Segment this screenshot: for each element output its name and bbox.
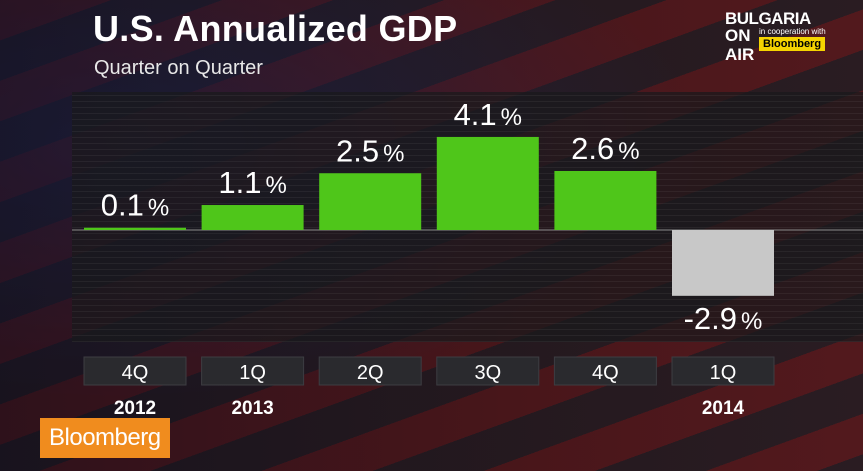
logo-partner: Bloomberg — [759, 37, 826, 51]
tick-label-2: 2Q — [357, 362, 384, 384]
tick-label-5: 1Q — [710, 362, 737, 384]
page-title: U.S. Annualized GDP — [93, 8, 458, 49]
category-box-3 — [436, 356, 540, 386]
category-box-2 — [318, 356, 422, 386]
category-box-4 — [553, 356, 657, 386]
bar-2 — [319, 173, 422, 230]
bar-4 — [554, 170, 657, 230]
year-label-1: 2013 — [231, 398, 273, 419]
bar-1 — [201, 205, 304, 230]
data-label-1: 1.1% — [218, 165, 286, 200]
logo-cooperation: in cooperation with — [759, 27, 826, 36]
year-label-0: 2012 — [114, 398, 156, 419]
category-box-1 — [201, 356, 305, 386]
logo-line3: AIR — [725, 45, 755, 64]
bulgaria-on-air-logo: BULGARIA ON AIR in cooperation with Bloo… — [725, 10, 845, 65]
bloomberg-tag: Bloomberg — [40, 418, 170, 458]
logo-line1: BULGARIA — [725, 9, 811, 28]
tick-label-0: 4Q — [122, 362, 149, 384]
page-subtitle: Quarter on Quarter — [94, 57, 263, 79]
category-box-5 — [671, 356, 775, 386]
data-label-4: 2.6% — [571, 131, 639, 166]
tick-label-4: 4Q — [592, 362, 619, 384]
data-label-2: 2.5% — [336, 133, 404, 168]
bar-3 — [436, 136, 539, 230]
bar-5 — [672, 230, 774, 296]
data-label-5: -2.9% — [684, 301, 763, 336]
year-label-5: 2014 — [702, 398, 745, 419]
tick-label-3: 3Q — [474, 362, 501, 384]
tick-label-1: 1Q — [239, 362, 266, 384]
logo-line2: ON — [725, 26, 751, 45]
data-label-3: 4.1% — [454, 97, 522, 132]
bar-0 — [84, 227, 186, 230]
category-box-0 — [83, 356, 187, 386]
data-label-0: 0.1% — [101, 188, 169, 223]
